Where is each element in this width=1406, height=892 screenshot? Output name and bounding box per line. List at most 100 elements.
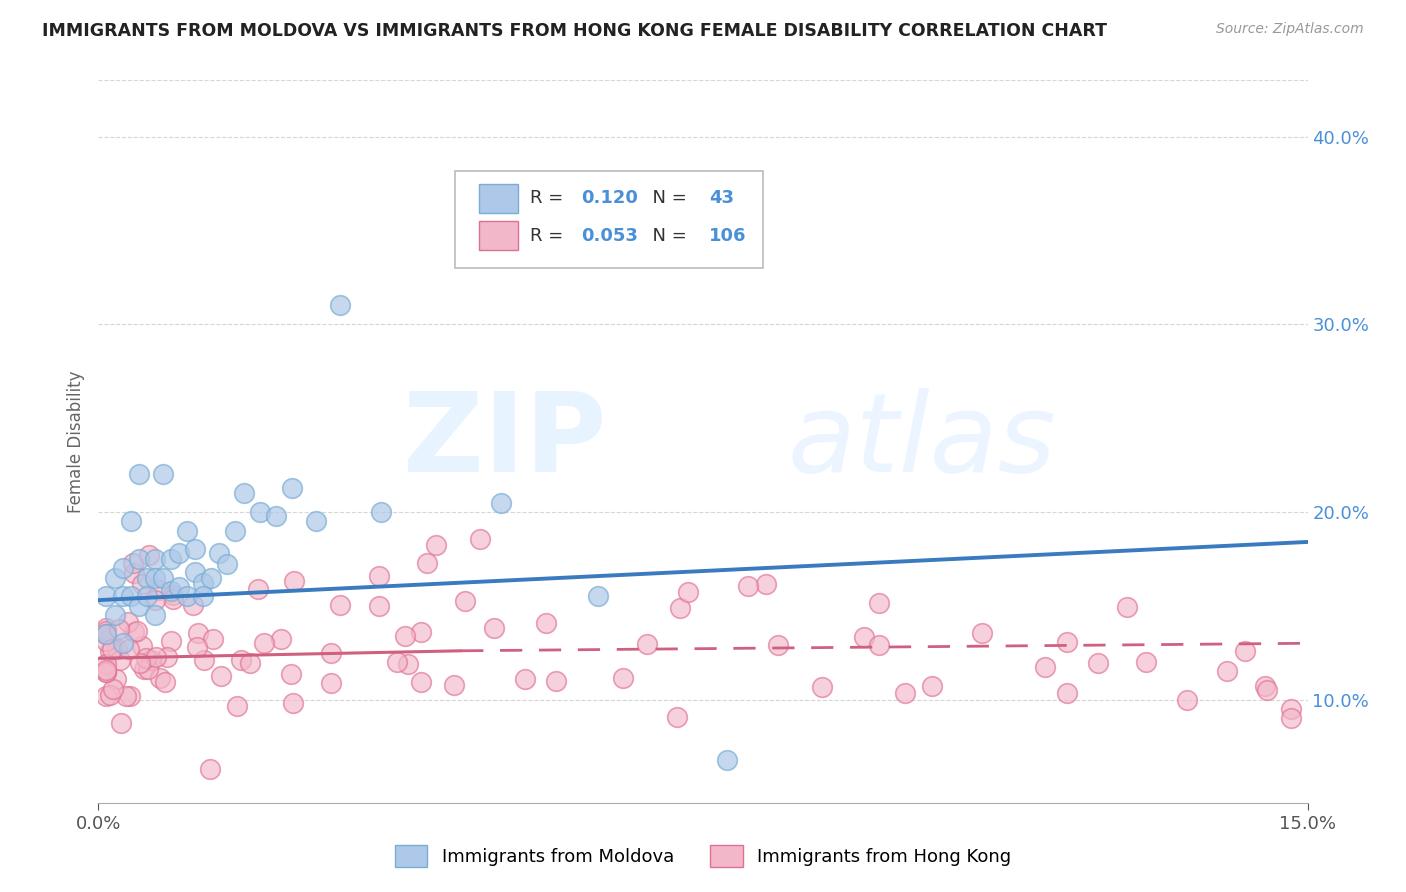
Point <box>103 571 125 585</box>
Text: Source: ZipAtlas.com: Source: ZipAtlas.com <box>1216 22 1364 37</box>
Point <box>491 495 513 509</box>
Point <box>135 651 157 665</box>
Point <box>103 681 125 696</box>
Point <box>176 590 198 604</box>
Point <box>209 669 232 683</box>
Point <box>239 657 262 671</box>
Point <box>409 625 432 640</box>
Point <box>145 650 167 665</box>
Point <box>131 639 153 653</box>
Text: N =: N = <box>641 189 693 207</box>
Point <box>305 514 328 528</box>
Point <box>1254 679 1277 693</box>
Text: R =: R = <box>530 189 569 207</box>
Point <box>181 598 204 612</box>
Point <box>160 633 183 648</box>
Point <box>129 656 152 670</box>
Text: N =: N = <box>641 227 693 244</box>
Point <box>1281 711 1303 725</box>
Point <box>586 590 609 604</box>
Point <box>152 571 174 585</box>
Point <box>107 642 129 657</box>
Point <box>853 630 876 644</box>
Point <box>143 571 166 585</box>
Point <box>1216 665 1239 679</box>
Point <box>156 650 179 665</box>
Y-axis label: Female Disability: Female Disability <box>66 370 84 513</box>
Point <box>1281 702 1303 716</box>
Text: 106: 106 <box>709 227 747 244</box>
Point <box>470 533 492 547</box>
Point <box>678 585 700 599</box>
Point <box>96 627 118 641</box>
Point <box>368 599 391 613</box>
Point <box>972 625 994 640</box>
Point <box>544 673 567 688</box>
Point <box>281 696 304 710</box>
Point <box>184 542 207 557</box>
Point <box>1175 692 1198 706</box>
Text: 0.120: 0.120 <box>581 189 638 207</box>
FancyBboxPatch shape <box>479 221 517 250</box>
Point <box>96 621 118 635</box>
Point <box>122 566 145 580</box>
Text: IMMIGRANTS FROM MOLDOVA VS IMMIGRANTS FROM HONG KONG FEMALE DISABILITY CORRELATI: IMMIGRANTS FROM MOLDOVA VS IMMIGRANTS FR… <box>42 22 1107 40</box>
Point <box>143 593 166 607</box>
Point <box>176 524 198 538</box>
Legend: Immigrants from Moldova, Immigrants from Hong Kong: Immigrants from Moldova, Immigrants from… <box>388 838 1018 874</box>
Point <box>737 578 759 592</box>
Point <box>131 576 153 591</box>
Point <box>280 666 302 681</box>
Point <box>120 514 142 528</box>
Point <box>868 596 890 610</box>
Point <box>246 582 269 596</box>
Point <box>270 632 292 646</box>
Point <box>110 715 132 730</box>
Point <box>96 689 118 703</box>
Point <box>484 621 506 635</box>
Point <box>187 625 209 640</box>
Point <box>1056 635 1078 649</box>
Point <box>121 556 143 570</box>
Point <box>96 663 118 677</box>
Point <box>143 608 166 623</box>
Point <box>612 671 634 685</box>
Point <box>394 629 416 643</box>
Point <box>138 662 160 676</box>
Point <box>127 624 149 639</box>
Point <box>329 598 352 612</box>
Point <box>217 558 239 572</box>
Point <box>138 548 160 562</box>
Point <box>111 561 134 575</box>
Point <box>454 594 477 608</box>
Point <box>101 642 124 657</box>
Point <box>252 636 274 650</box>
Point <box>224 524 246 538</box>
Point <box>319 676 342 690</box>
Point <box>111 636 134 650</box>
Text: ZIP: ZIP <box>404 388 606 495</box>
Point <box>443 678 465 692</box>
Point <box>105 672 128 686</box>
Point <box>139 653 162 667</box>
Point <box>155 675 177 690</box>
Point <box>118 642 141 657</box>
Point <box>122 624 145 639</box>
Point <box>103 608 125 623</box>
Point <box>96 624 118 639</box>
Point <box>1115 600 1137 615</box>
Point <box>96 627 118 641</box>
Point <box>416 556 439 570</box>
Point <box>1056 686 1078 700</box>
Point <box>128 599 150 613</box>
Point <box>636 637 658 651</box>
Point <box>921 679 943 693</box>
Point <box>128 551 150 566</box>
Point <box>766 638 789 652</box>
Point <box>128 467 150 482</box>
Point <box>208 546 231 560</box>
Point <box>755 577 778 591</box>
Point <box>425 537 447 551</box>
Point <box>868 638 890 652</box>
Point <box>193 576 215 591</box>
